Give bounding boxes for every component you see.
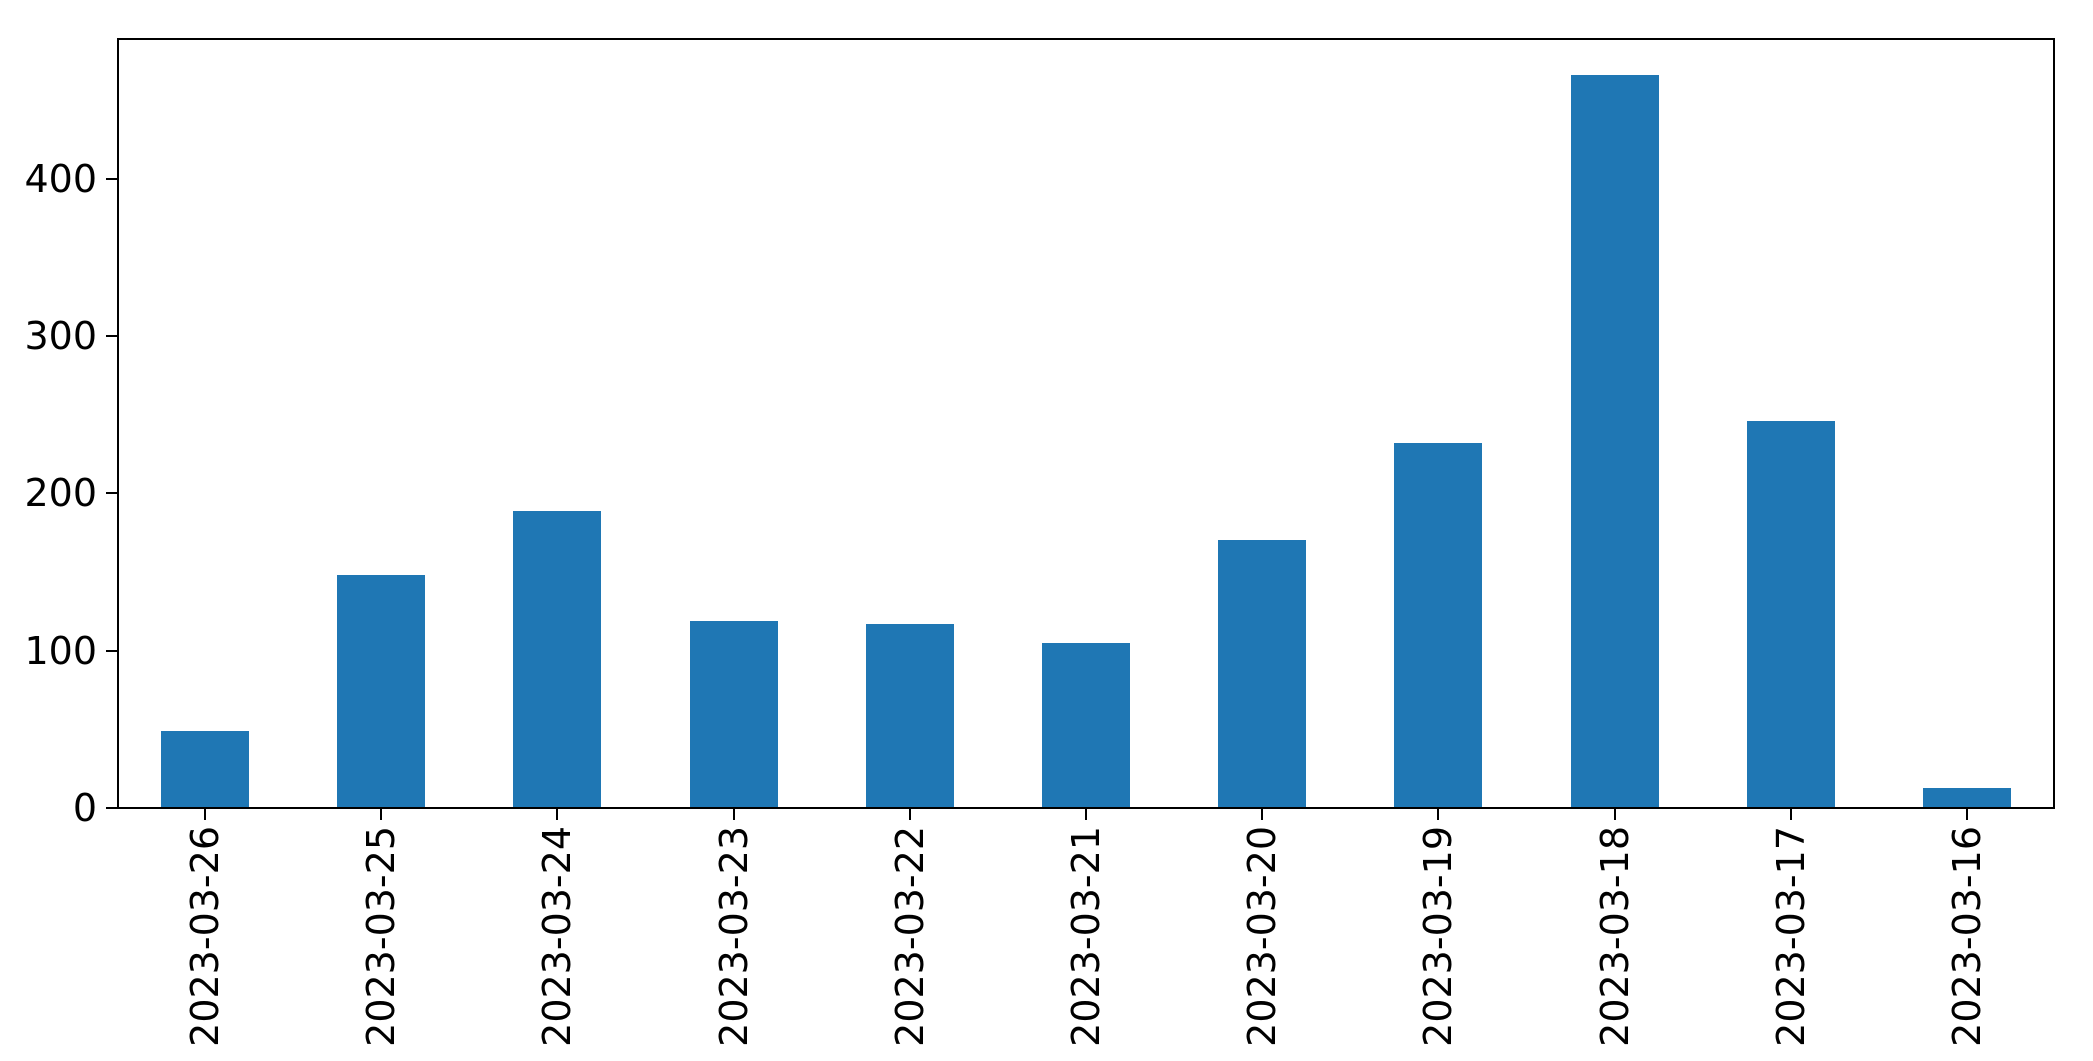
y-tick-label: 300: [24, 314, 97, 358]
bar-2023-03-22: [866, 624, 954, 808]
x-tick-mark: [1614, 809, 1616, 820]
x-tick-mark: [909, 809, 911, 820]
x-tick-mark: [1261, 809, 1263, 820]
y-tick-label: 400: [24, 157, 97, 201]
x-tick-mark: [380, 809, 382, 820]
bar-2023-03-25: [337, 575, 425, 808]
bar-2023-03-19: [1394, 443, 1482, 808]
bar-2023-03-18: [1571, 75, 1659, 808]
y-tick-mark: [106, 492, 117, 494]
x-tick-label: 2023-03-18: [1593, 826, 1637, 1047]
bar-2023-03-23: [690, 621, 778, 808]
y-tick-label: 200: [24, 471, 97, 515]
bar-2023-03-26: [161, 731, 249, 808]
x-tick-mark: [1790, 809, 1792, 820]
y-tick-label: 100: [24, 629, 97, 673]
x-tick-mark: [204, 809, 206, 820]
bar-2023-03-24: [513, 511, 601, 808]
bar-2023-03-20: [1218, 540, 1306, 808]
x-tick-mark: [1085, 809, 1087, 820]
x-tick-label: 2023-03-22: [888, 826, 932, 1047]
bar-2023-03-21: [1042, 643, 1130, 808]
x-tick-label: 2023-03-17: [1769, 826, 1813, 1047]
y-tick-mark: [106, 178, 117, 180]
bar-2023-03-16: [1923, 788, 2011, 808]
x-tick-mark: [556, 809, 558, 820]
y-tick-label: 0: [72, 786, 97, 830]
x-tick-mark: [1437, 809, 1439, 820]
x-tick-mark: [1966, 809, 1968, 820]
x-tick-label: 2023-03-26: [183, 826, 227, 1047]
x-tick-label: 2023-03-20: [1240, 826, 1284, 1047]
bar-2023-03-17: [1747, 421, 1835, 808]
y-tick-mark: [106, 807, 117, 809]
x-tick-label: 2023-03-24: [535, 826, 579, 1047]
x-tick-label: 2023-03-25: [359, 826, 403, 1047]
x-tick-label: 2023-03-19: [1416, 826, 1460, 1047]
y-tick-mark: [106, 650, 117, 652]
y-tick-mark: [106, 335, 117, 337]
x-tick-mark: [733, 809, 735, 820]
x-tick-label: 2023-03-16: [1945, 826, 1989, 1047]
x-tick-label: 2023-03-23: [712, 826, 756, 1047]
x-tick-label: 2023-03-21: [1064, 826, 1108, 1047]
